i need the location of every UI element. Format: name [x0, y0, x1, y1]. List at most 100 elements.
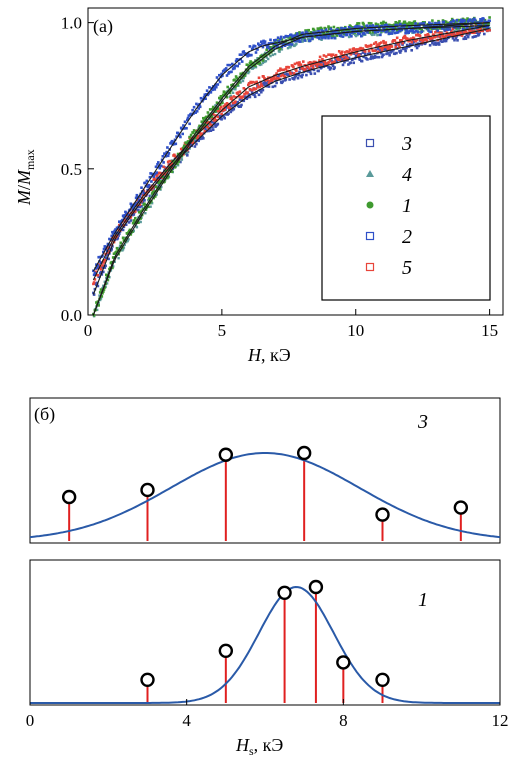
- data-point: [349, 25, 352, 28]
- data-point: [398, 29, 401, 33]
- data-point: [102, 290, 105, 293]
- data-point: [452, 31, 455, 34]
- data-point: [305, 30, 308, 34]
- panel-b-top-frame: [29, 397, 501, 544]
- data-point: [330, 59, 333, 62]
- data-point: [182, 127, 186, 130]
- data-point: [441, 27, 444, 30]
- data-point: [99, 288, 103, 291]
- data-point: [249, 60, 252, 63]
- data-point: [457, 26, 460, 29]
- data-point: [312, 28, 316, 32]
- data-point: [477, 23, 481, 27]
- data-point: [370, 47, 374, 51]
- data-point: [434, 41, 437, 44]
- data-point: [180, 158, 184, 161]
- data-point: [356, 33, 359, 37]
- data-point: [373, 42, 376, 45]
- data-point: [286, 35, 290, 38]
- data-point: [131, 207, 135, 211]
- data-point: [360, 27, 364, 30]
- data-point: [218, 96, 221, 100]
- data-point: [242, 50, 246, 53]
- data-point: [171, 162, 175, 165]
- data-point: [273, 39, 276, 42]
- data-point: [262, 39, 265, 43]
- data-point: [105, 256, 108, 260]
- data-point: [102, 259, 105, 263]
- data-point: [131, 203, 134, 207]
- data-point: [181, 132, 184, 136]
- data-point: [295, 42, 298, 46]
- data-point: [425, 39, 429, 42]
- data-point: [107, 257, 110, 261]
- data-point: [106, 278, 110, 282]
- data-point: [424, 41, 427, 45]
- data-point: [382, 20, 385, 24]
- data-point: [211, 125, 214, 129]
- data-point: [363, 50, 367, 53]
- data-point: [332, 67, 336, 71]
- data-point: [365, 24, 368, 27]
- data-point: [262, 75, 265, 78]
- data-point: [205, 89, 209, 92]
- data-point: [379, 51, 383, 55]
- data-point: [464, 37, 468, 40]
- data-point: [437, 41, 440, 45]
- data-point: [246, 91, 249, 94]
- data-point: [412, 29, 415, 32]
- data-point: [104, 264, 107, 268]
- data-point: [261, 88, 265, 92]
- data-point: [257, 62, 260, 65]
- data-point: [253, 93, 256, 97]
- data-point: [399, 22, 402, 26]
- data-point: [118, 246, 121, 250]
- data-point: [475, 24, 478, 27]
- data-point: [115, 246, 119, 250]
- data-point: [353, 52, 356, 55]
- data-point: [445, 22, 449, 25]
- data-point: [444, 34, 448, 37]
- data-point: [153, 195, 157, 198]
- data-point: [149, 172, 152, 175]
- data-point: [209, 117, 212, 121]
- data-point: [403, 20, 407, 24]
- data-point: [461, 28, 465, 31]
- data-point: [247, 83, 250, 87]
- data-point: [298, 61, 301, 64]
- panel-b-bottom: 0 4 8 12 1 Hs, кЭ: [26, 559, 509, 758]
- data-point: [309, 31, 313, 34]
- data-point: [458, 26, 462, 30]
- data-point: [257, 42, 260, 45]
- data-point: [162, 161, 165, 164]
- data-point: [173, 166, 177, 169]
- data-point: [347, 35, 351, 39]
- data-point: [376, 43, 379, 46]
- data-point: [147, 183, 151, 187]
- data-point: [117, 228, 120, 231]
- data-point: [384, 48, 388, 51]
- data-point: [419, 38, 423, 41]
- data-point: [423, 24, 426, 28]
- data-point: [341, 58, 344, 61]
- data-point: [200, 137, 204, 140]
- data-point: [145, 179, 149, 183]
- data-point: [174, 142, 178, 146]
- data-point: [261, 45, 265, 49]
- data-point: [394, 45, 397, 49]
- data-point: [404, 49, 407, 53]
- data-point: [260, 55, 264, 59]
- data-point: [443, 39, 446, 43]
- data-point: [135, 193, 139, 197]
- data-point: [277, 74, 281, 77]
- data-point: [192, 131, 195, 135]
- data-point: [121, 236, 125, 240]
- data-point: [308, 39, 312, 42]
- data-point: [265, 56, 268, 59]
- data-point: [444, 20, 448, 23]
- data-point: [105, 253, 109, 257]
- data-point: [250, 47, 254, 51]
- data-point: [152, 196, 155, 200]
- data-point: [98, 255, 102, 259]
- data-point: [143, 202, 146, 206]
